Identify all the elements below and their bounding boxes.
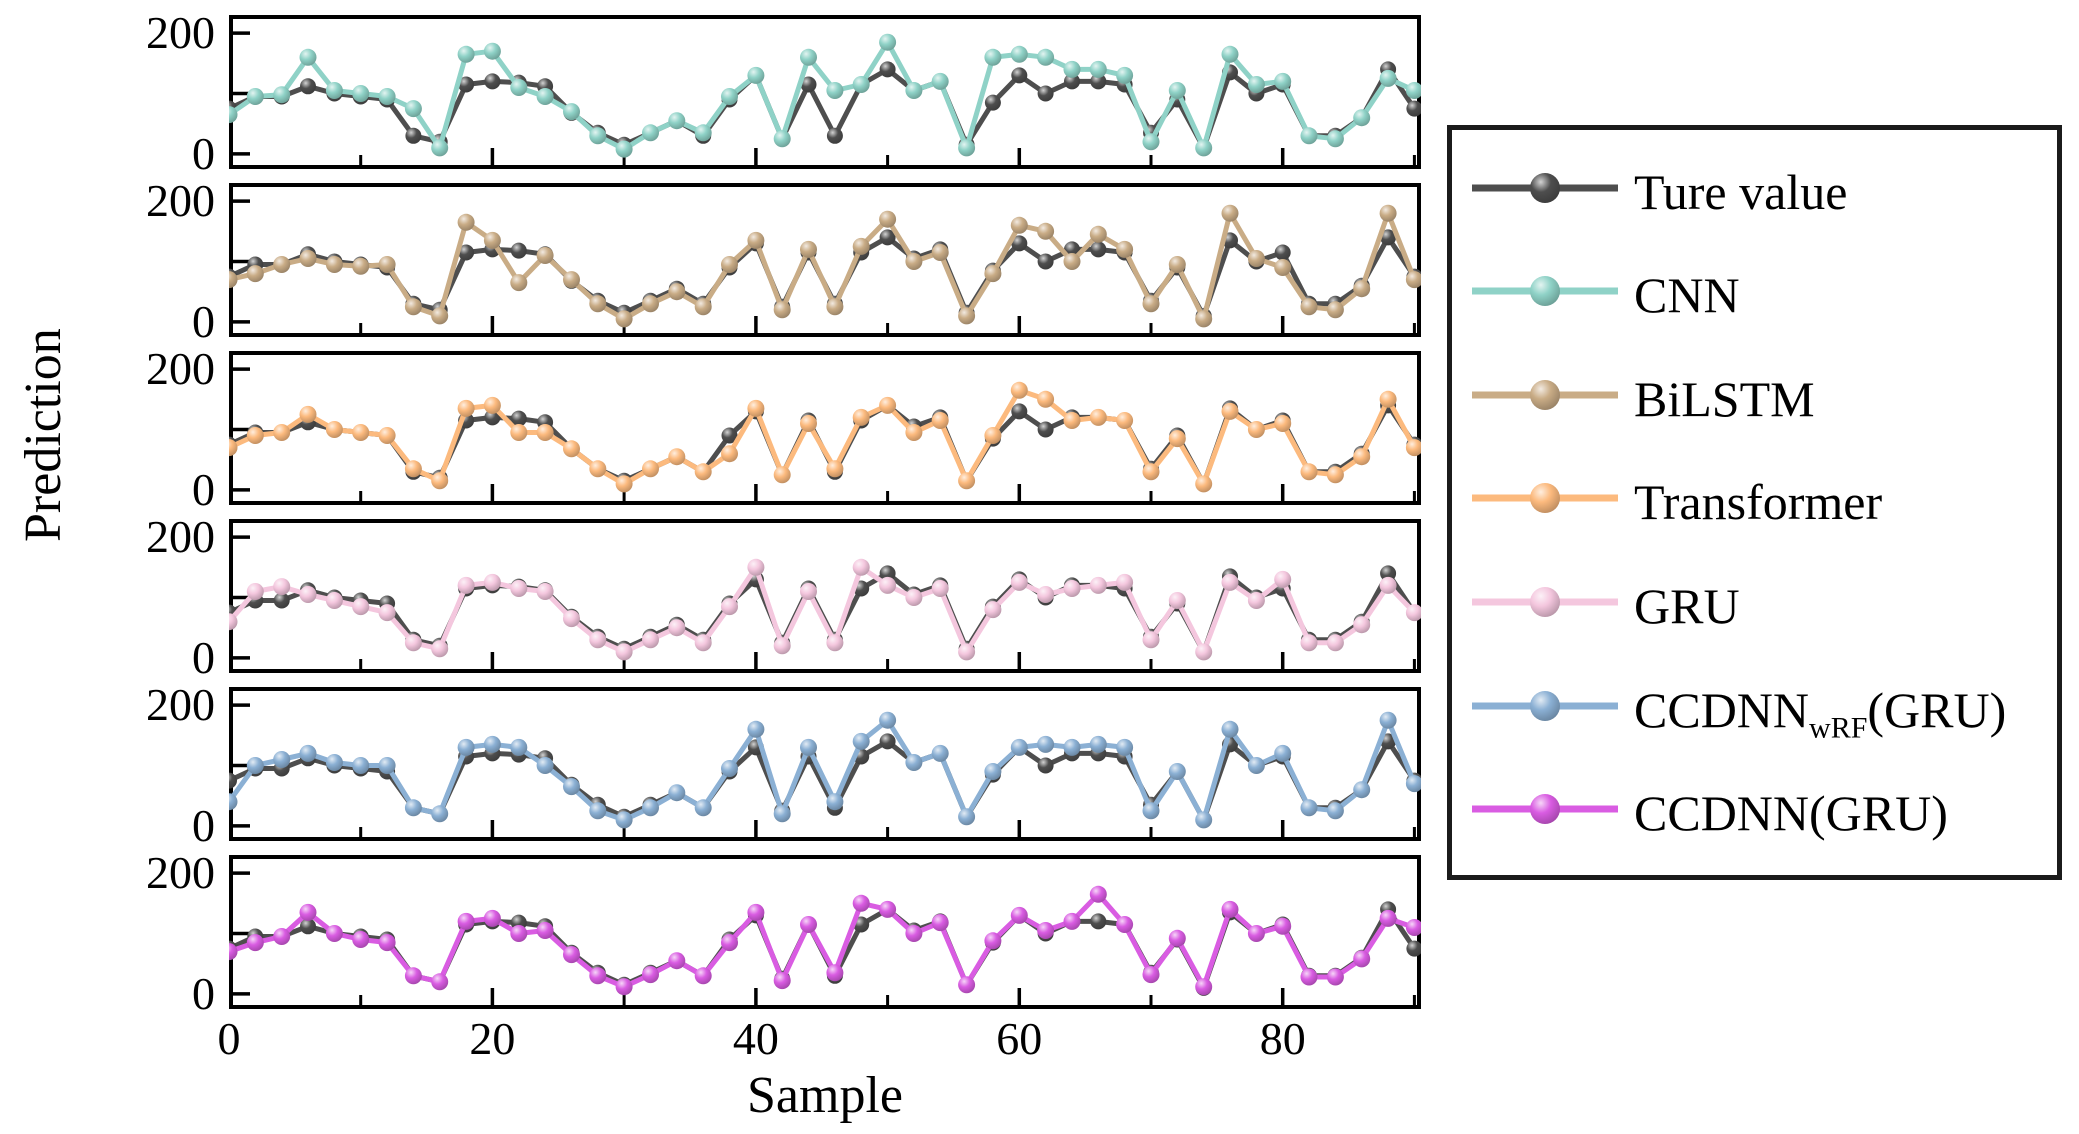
subplot-bilstm	[229, 183, 1421, 337]
subplot-cnn-plot	[229, 15, 1421, 169]
legend-entry-gru: GRU	[1470, 580, 2047, 632]
legend-label: GRU	[1634, 578, 1740, 635]
cnn-marker-icon	[1470, 269, 1620, 321]
legend-label: CCDNN(GRU)	[1634, 785, 1948, 842]
subplot-ccdnn	[229, 855, 1421, 1009]
subplot-transformer	[229, 351, 1421, 505]
subplot-transformer-plot	[229, 351, 1421, 505]
x-tick-20: 20	[469, 1013, 516, 1064]
legend-label: Ture value	[1634, 163, 1848, 220]
subplot-gru	[229, 519, 1421, 673]
y-tick-200: 200	[146, 679, 215, 730]
legend-box: Ture value CNN BiLSTM Transformer GRU CC…	[1447, 125, 2062, 880]
legend-label: CNN	[1634, 267, 1740, 324]
y-tick-200: 200	[146, 175, 215, 226]
legend-entry-true-value: Ture value	[1470, 166, 2047, 218]
legend-label: CCDNNwRF(GRU)	[1634, 681, 2007, 745]
subplot-ccdnnwrf	[229, 687, 1421, 841]
y-tick-0: 0	[192, 128, 215, 179]
legend-label: Transformer	[1634, 474, 1883, 531]
y-tick-0: 0	[192, 296, 215, 347]
y-tick-0: 0	[192, 464, 215, 515]
x-tick-0: 0	[217, 1013, 241, 1064]
ccdnnwrf-marker-icon	[1470, 684, 1620, 736]
true-value-marker-icon	[1470, 166, 1620, 218]
subplot-gru-plot	[229, 519, 1421, 673]
subplot-ccdnnwrf-plot	[229, 687, 1421, 841]
legend-label: BiLSTM	[1634, 370, 1815, 427]
subplot-cnn	[229, 15, 1421, 169]
y-tick-200: 200	[146, 343, 215, 394]
subplot-bilstm-plot	[229, 183, 1421, 337]
y-tick-0: 0	[192, 632, 215, 683]
x-tick-60: 60	[996, 1013, 1043, 1064]
x-tick-80: 80	[1259, 1013, 1306, 1064]
y-tick-200: 200	[146, 511, 215, 562]
y-tick-200: 200	[146, 847, 215, 898]
y-tick-0: 0	[192, 968, 215, 1019]
ccdnn-marker-icon	[1470, 787, 1620, 839]
gru-marker-icon	[1470, 580, 1620, 632]
transformer-marker-icon	[1470, 476, 1620, 528]
legend-entry-cnn: CNN	[1470, 269, 2047, 321]
legend-entry-transformer: Transformer	[1470, 476, 2047, 528]
legend-entry-ccdnnwrf: CCDNNwRF(GRU)	[1470, 681, 2047, 745]
legend-entry-ccdnn: CCDNN(GRU)	[1470, 787, 2047, 839]
legend-entry-bilstm: BiLSTM	[1470, 373, 2047, 425]
y-tick-200: 200	[146, 7, 215, 58]
subplot-ccdnn-plot	[229, 855, 1421, 1009]
y-tick-0: 0	[192, 800, 215, 851]
bilstm-marker-icon	[1470, 373, 1620, 425]
x-axis-label: Sample	[747, 1067, 903, 1124]
x-tick-40: 40	[732, 1013, 779, 1064]
